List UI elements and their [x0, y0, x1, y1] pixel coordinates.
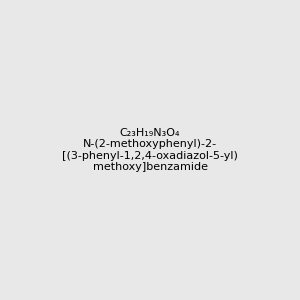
Text: C₂₃H₁₉N₃O₄
N-(2-methoxyphenyl)-2-
[(3-phenyl-1,2,4-oxadiazol-5-yl)
methoxy]benza: C₂₃H₁₉N₃O₄ N-(2-methoxyphenyl)-2- [(3-ph… [62, 128, 238, 172]
